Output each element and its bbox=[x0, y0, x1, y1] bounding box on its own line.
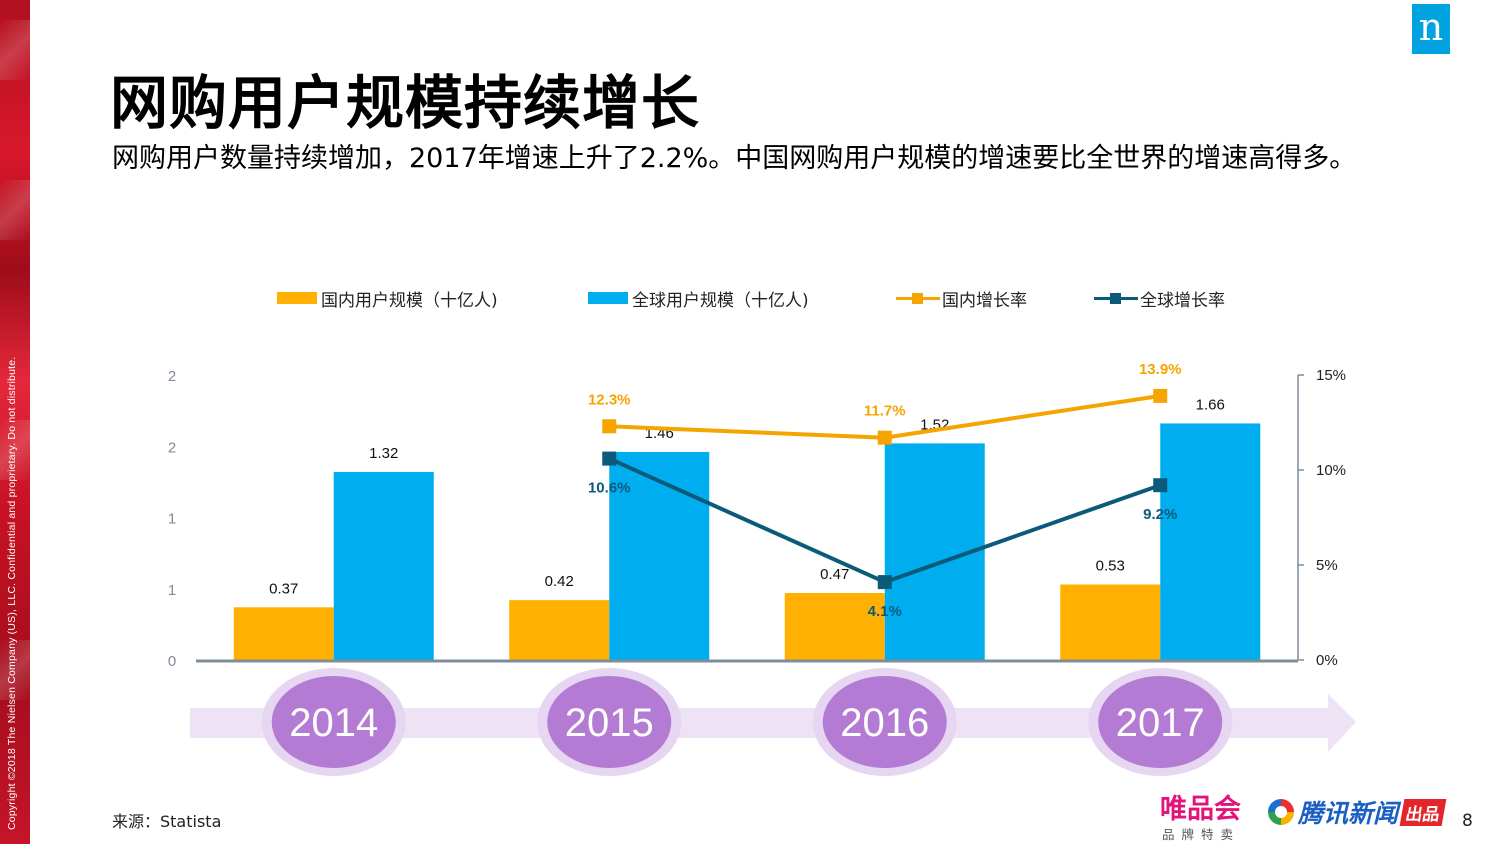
legend-line-domestic-rate bbox=[896, 292, 940, 304]
left-axis-tick-label: 1 bbox=[168, 511, 176, 528]
bar-global bbox=[609, 451, 710, 660]
domestic-rate-label: 12.3% bbox=[588, 391, 631, 408]
timeline-year-circle bbox=[271, 676, 396, 768]
timeline-year-circle bbox=[1098, 676, 1223, 768]
legend-item-global-users: 全球用户规模（十亿人) bbox=[588, 284, 809, 312]
x-axis-category-label: 2014 bbox=[289, 701, 378, 745]
bar-value-label: 0.37 bbox=[269, 580, 298, 597]
chupin-badge: 出品 bbox=[1399, 798, 1447, 826]
chart-legend: 国内用户规模（十亿人) 全球用户规模（十亿人) 国内增长率 全球增长率 bbox=[0, 284, 1500, 312]
legend-swatch-global-users bbox=[588, 292, 628, 304]
left-axis-tick-label: 1 bbox=[168, 582, 176, 599]
page-number: 8 bbox=[1462, 811, 1473, 831]
bar-value-label: 1.66 bbox=[1196, 396, 1225, 413]
band-stripe bbox=[0, 20, 30, 80]
legend-line-global-rate bbox=[1094, 292, 1138, 304]
vip-logo: 唯品会 bbox=[1160, 794, 1241, 825]
legend-item-domestic-rate: 国内增长率 bbox=[896, 284, 1027, 312]
marker-domestic-rate bbox=[877, 430, 892, 445]
tencent-news-icon bbox=[1268, 799, 1294, 825]
bar-domestic bbox=[1060, 584, 1161, 660]
legend-label-global-rate: 全球增长率 bbox=[1140, 290, 1225, 311]
timeline-year-circle bbox=[822, 676, 947, 768]
bar-value-label: 0.53 bbox=[1096, 557, 1125, 574]
band-stripe bbox=[0, 420, 30, 480]
marker-domestic-rate bbox=[1153, 388, 1168, 403]
marker-global-rate bbox=[877, 575, 892, 590]
page-subtitle: 网购用户数量持续增加，2017年增速上升了2.2%。中国网购用户规模的增速要比全… bbox=[112, 143, 1357, 174]
bar-domestic bbox=[784, 593, 885, 660]
side-red-band bbox=[0, 0, 30, 844]
global-rate-label: 4.1% bbox=[868, 603, 902, 620]
left-axis-tick-label: 0 bbox=[168, 653, 176, 670]
legend-swatch-domestic-users bbox=[277, 292, 317, 304]
tencent-news-logo: 腾讯新闻 出品 bbox=[1268, 797, 1447, 828]
marker-global-rate bbox=[602, 451, 617, 466]
vip-logo-tagline: 品牌特卖 bbox=[1162, 827, 1241, 842]
right-axis-tick-label: 0% bbox=[1316, 652, 1338, 669]
x-axis-category-label: 2015 bbox=[565, 701, 654, 745]
bar-domestic bbox=[509, 600, 610, 660]
right-axis-tick-label: 5% bbox=[1316, 557, 1338, 574]
page-title: 网购用户规模持续增长 bbox=[110, 69, 701, 137]
right-axis-tick-label: 15% bbox=[1316, 367, 1346, 384]
tencent-news-text: 腾讯新闻 bbox=[1298, 799, 1399, 828]
bar-value-label: 0.42 bbox=[545, 573, 574, 590]
legend-label-domestic-rate: 国内增长率 bbox=[942, 290, 1027, 311]
bar-domestic bbox=[233, 607, 334, 660]
legend-label-domestic-users: 国内用户规模（十亿人) bbox=[321, 290, 498, 311]
timeline-year-circle bbox=[547, 676, 672, 768]
left-axis-tick-label: 2 bbox=[168, 368, 176, 385]
bar-global bbox=[1160, 423, 1261, 660]
band-stripe bbox=[0, 640, 30, 700]
bar-global bbox=[333, 471, 434, 660]
domestic-rate-label: 13.9% bbox=[1139, 361, 1182, 378]
timeline-arrow bbox=[190, 694, 1356, 752]
domestic-rate-label: 11.7% bbox=[864, 403, 906, 420]
marker-global-rate bbox=[1153, 478, 1168, 493]
bar-value-label: 0.47 bbox=[820, 566, 849, 583]
left-axis-tick-label: 2 bbox=[168, 439, 176, 456]
marker-domestic-rate bbox=[602, 419, 617, 434]
legend-label-global-users: 全球用户规模（十亿人) bbox=[632, 290, 809, 311]
x-axis-category-label: 2016 bbox=[840, 701, 929, 745]
source-note: 来源：Statista bbox=[112, 812, 222, 831]
nielsen-logo: n bbox=[1412, 4, 1450, 54]
legend-item-domestic-users: 国内用户规模（十亿人) bbox=[277, 284, 498, 312]
bar-value-label: 1.32 bbox=[369, 445, 398, 462]
global-rate-label: 10.6% bbox=[588, 480, 631, 497]
right-axis-tick-label: 10% bbox=[1316, 462, 1346, 479]
x-axis-category-label: 2017 bbox=[1116, 701, 1205, 745]
band-stripe bbox=[0, 180, 30, 240]
legend-item-global-rate: 全球增长率 bbox=[1094, 284, 1225, 312]
global-rate-label: 9.2% bbox=[1143, 506, 1177, 523]
